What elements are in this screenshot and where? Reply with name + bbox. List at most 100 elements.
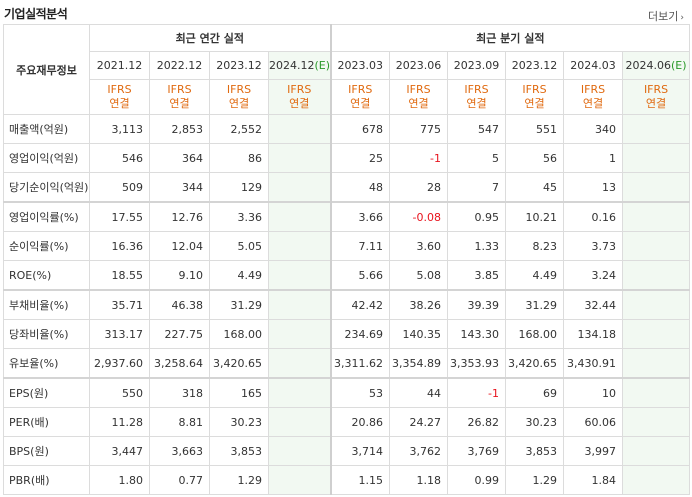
table-cell: 340: [563, 114, 624, 144]
date-label: 2022.12: [156, 59, 203, 72]
table-cell: 3.66: [329, 201, 391, 232]
row-label: 부채비율(%): [3, 289, 90, 320]
table-cell: 1.84: [563, 465, 624, 495]
ifrs-header-6: IFRS 연결: [447, 79, 507, 115]
ifrs-header-8: IFRS 연결: [563, 79, 624, 115]
section-title: 기업실적분석: [4, 7, 68, 21]
table-cell: [622, 201, 691, 232]
table-cell: [622, 260, 691, 291]
more-link[interactable]: 더보기 ›: [648, 8, 684, 24]
consolidated-label: 연결: [466, 97, 487, 110]
table-cell: 546: [89, 143, 150, 173]
row-label: PBR(배): [3, 465, 90, 495]
estimate-marker: (E): [671, 59, 687, 72]
table-row: 순이익률(%) 16.36 12.04 5.05 7.11 3.60 1.33 8.23 3.7…: [3, 231, 691, 261]
table-cell: 30.23: [505, 407, 565, 437]
consolidated-label: 연결: [350, 97, 371, 110]
table-cell: 678: [329, 114, 391, 144]
table-cell: 8.23: [505, 231, 565, 261]
ifrs-header-9: IFRS 연결: [622, 79, 691, 115]
table-row: BPS(원) 3,447 3,663 3,853 3,714 3,762 3,769 3,85…: [3, 436, 691, 466]
table-cell: 3,430.91: [563, 348, 624, 379]
table-cell: 44: [389, 377, 449, 408]
date-header-1: 2022.12: [149, 51, 210, 80]
table-row: 부채비율(%) 35.71 46.38 31.29 42.42 38.26 39.39 31.…: [3, 289, 691, 320]
row-label: 매출액(억원): [3, 114, 90, 144]
row-label: 영업이익률(%): [3, 201, 90, 232]
table-cell: 2,552: [209, 114, 269, 144]
table-cell: 2,853: [149, 114, 210, 144]
table-cell: [622, 114, 691, 144]
table-cell: 2,937.60: [89, 348, 150, 379]
table-cell: 16.36: [89, 231, 150, 261]
date-header-8: 2024.03: [563, 51, 624, 80]
table-cell: 39.39: [447, 289, 507, 320]
consolidated-label: 연결: [169, 97, 190, 110]
date-header-5: 2023.06: [389, 51, 449, 80]
estimate-marker: (E): [314, 59, 331, 72]
consolidated-label: 연결: [289, 97, 310, 110]
table-cell: -1: [389, 143, 449, 173]
table-cell: 46.38: [149, 289, 210, 320]
table-cell: 3,853: [505, 436, 565, 466]
table-cell: 3,420.65: [209, 348, 269, 379]
table-cell: 1.29: [209, 465, 269, 495]
table-cell: 165: [209, 377, 269, 408]
date-header-3: 2024.12(E): [267, 51, 332, 80]
date-header-7: 2023.12: [505, 51, 565, 80]
table-cell: [267, 231, 332, 261]
date-label: 2023.12: [216, 59, 262, 72]
table-cell: 3,769: [447, 436, 507, 466]
table-cell: 42.42: [329, 289, 391, 320]
table-cell: 4.49: [209, 260, 269, 291]
table-cell: 3,663: [149, 436, 210, 466]
date-label: 2023.03: [337, 59, 384, 72]
table-cell: 313.17: [89, 319, 150, 349]
table-row: ROE(%) 18.55 9.10 4.49 5.66 5.08 3.85 4.49 3.24: [3, 260, 691, 291]
table-cell: 53: [329, 377, 391, 408]
table-row: EPS(원) 550 318 165 53 44 -1 69 10: [3, 377, 691, 408]
table-row: 유보율(%) 2,937.60 3,258.64 3,420.65 3,311.62 3,…: [3, 348, 691, 379]
table-cell: 140.35: [389, 319, 449, 349]
table-cell: 234.69: [329, 319, 391, 349]
table-cell: 38.26: [389, 289, 449, 320]
table-cell: 31.29: [505, 289, 565, 320]
table-cell: [267, 289, 332, 320]
table-cell: [622, 231, 691, 261]
table-body: 매출액(억원) 3,113 2,853 2,552 678 775 547 551 340 영업이…: [3, 114, 691, 495]
ifrs-header-0: IFRS 연결: [89, 79, 150, 115]
table-row: 당좌비율(%) 313.17 227.75 168.00 234.69 140.35 143…: [3, 319, 691, 349]
table-cell: 3,354.89: [389, 348, 449, 379]
ifrs-label: IFRS: [643, 83, 669, 96]
date-label: 2024.12: [269, 59, 315, 72]
date-header-4: 2023.03: [329, 51, 391, 80]
consolidated-label: 연결: [109, 97, 130, 110]
quarter-group-header: 최근 분기 실적: [329, 24, 691, 52]
table-cell: 1.80: [89, 465, 150, 495]
table-cell: 7: [447, 172, 507, 203]
table-cell: 3,258.64: [149, 348, 210, 379]
date-label: 2023.06: [395, 59, 442, 72]
chevron-right-icon: ›: [680, 13, 684, 23]
table-cell: 1.15: [329, 465, 391, 495]
table-cell: 9.10: [149, 260, 210, 291]
table-cell: 32.44: [563, 289, 624, 320]
financial-table: 주요재무정보 최근 연간 실적 최근 분기 실적 2021.12 2022.12 2…: [3, 24, 691, 495]
table-cell: 3.85: [447, 260, 507, 291]
date-label: 2023.09: [453, 59, 500, 72]
table-cell: [267, 377, 332, 408]
table-cell: 60.06: [563, 407, 624, 437]
table-cell: 69: [505, 377, 565, 408]
ifrs-label: IFRS: [580, 83, 606, 96]
table-cell: 3,762: [389, 436, 449, 466]
table-cell: [267, 114, 332, 144]
table-cell: [267, 260, 332, 291]
table-cell: 227.75: [149, 319, 210, 349]
table-cell: [267, 143, 332, 173]
annual-group-header: 최근 연간 실적: [88, 24, 332, 52]
table-cell: 56: [505, 143, 565, 173]
table-cell: [622, 377, 691, 408]
table-cell: 7.11: [329, 231, 391, 261]
table-row: 매출액(억원) 3,113 2,853 2,552 678 775 547 551 340: [3, 114, 691, 144]
table-cell: 550: [89, 377, 150, 408]
